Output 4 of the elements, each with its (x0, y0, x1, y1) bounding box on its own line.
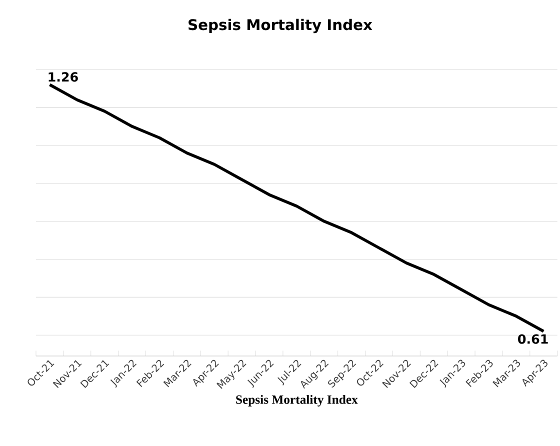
chart-title: Sepsis Mortality Index (188, 18, 372, 34)
data-label: 1.26 (48, 72, 78, 82)
data-label: 0.61 (518, 334, 548, 344)
x-axis-title: Sepsis Mortality Index (236, 394, 358, 406)
